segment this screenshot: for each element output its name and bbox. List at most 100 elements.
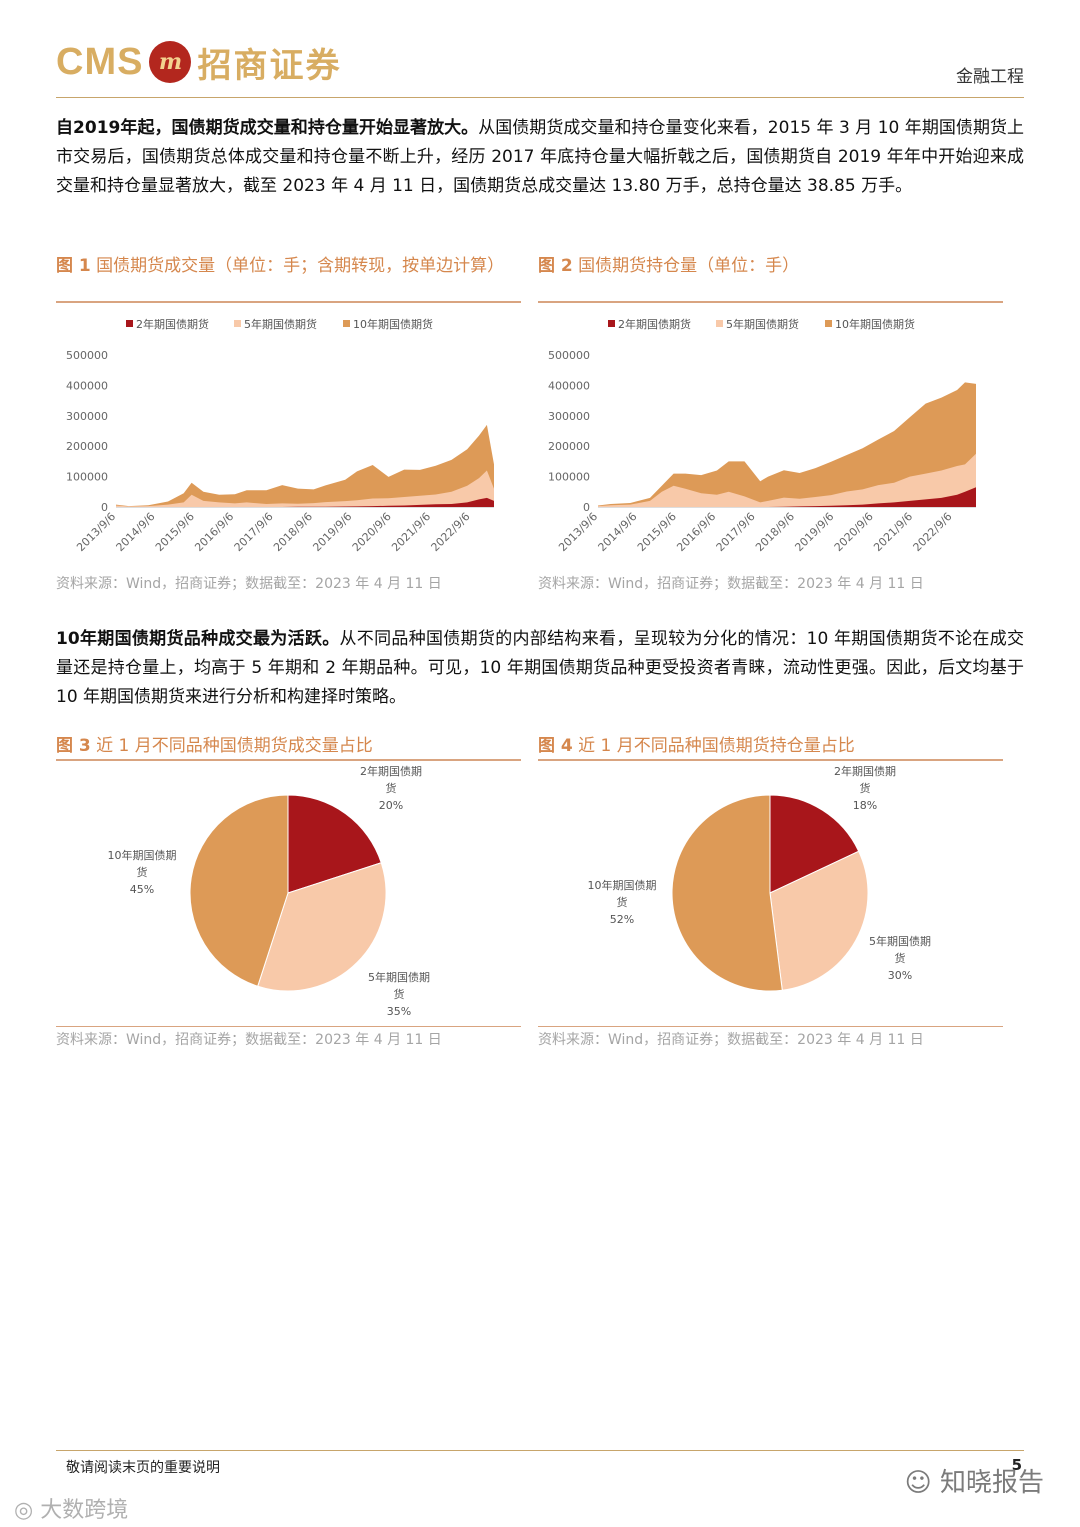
- para2-body: 从不同品种国债期货的内部结构来看，呈现较为分化的情况：10 年期国债期货不论在成…: [56, 629, 1024, 707]
- open-interest-area-chart: 2年期国债期货 5年期国债期货 10年期国债期货 500000 400000 300000…: [548, 317, 976, 554]
- company-logo: CMS m 招商证券: [56, 38, 341, 86]
- pie-slice: [189, 794, 289, 987]
- para2-bold-num: 10: [56, 629, 80, 649]
- figure-3: 图 3 近 1 月不同品种国债期货成交量占比 2年期国债期货 20% 5年期国债期货…: [56, 733, 521, 1048]
- x-tick-label: 2019/9/6: [792, 510, 836, 554]
- x-tick-label: 2021/9/6: [871, 510, 915, 554]
- footer-disclaimer-note: 敬请阅读末页的重要说明: [66, 1460, 220, 1476]
- pie-label: 货: [895, 951, 906, 965]
- header-divider: [56, 97, 1024, 98]
- y-tick-label: 400000: [66, 379, 108, 392]
- series-area-10y: [598, 382, 976, 507]
- weibo-icon: ◎: [14, 1498, 41, 1523]
- pie-label: 货: [137, 865, 148, 879]
- figure-3-source: 资料来源：Wind，招商证券；数据截至：2023 年 4 月 11 日: [56, 1032, 442, 1048]
- y-tick-label: 500000: [66, 349, 108, 362]
- pie-slice: [671, 794, 783, 992]
- intro-paragraph: 自2019年起，国债期货成交量和持仓量开始显著放大。从国债期货成交量和持仓量变化…: [56, 114, 1024, 201]
- y-tick-label: 400000: [548, 379, 590, 392]
- figure-2-title: 图 2 国债期货持仓量（单位：手）: [538, 253, 1003, 305]
- y-tick-label: 300000: [548, 410, 590, 423]
- logo-badge-icon: m: [149, 41, 192, 83]
- series-area-5y: [598, 453, 976, 507]
- x-tick-label: 2022/9/6: [428, 510, 472, 554]
- x-tick-label: 2014/9/6: [595, 510, 639, 554]
- series-area-2y: [116, 497, 494, 507]
- pie-label: 20%: [379, 799, 403, 812]
- figure-1-title: 图 1 国债期货成交量（单位：手；含期转现，按单边计算）: [56, 253, 521, 305]
- x-tick-label: 2016/9/6: [192, 510, 236, 554]
- figure-2-rule: [538, 301, 1003, 303]
- figure-1-rule: [56, 301, 521, 303]
- watermark-corner: ◎ 大数跨境: [14, 1492, 128, 1524]
- y-tick-label: 500000: [548, 349, 590, 362]
- pie-label: 45%: [130, 883, 154, 896]
- legend-swatch: [825, 320, 832, 327]
- legend-label: 2年期国债期货: [618, 317, 691, 331]
- legend-swatch: [716, 320, 723, 327]
- y-tick-label: 0: [101, 501, 108, 514]
- pie-label: 货: [617, 895, 628, 909]
- pie-slice: [769, 794, 860, 894]
- x-tick-label: 2020/9/6: [350, 510, 394, 554]
- x-tick-label: 2015/9/6: [153, 510, 197, 554]
- figure-1-source: 资料来源：Wind，招商证券；数据截至：2023 年 4 月 11 日: [56, 576, 442, 592]
- footer-divider: [56, 1450, 1024, 1451]
- x-tick-label: 2018/9/6: [271, 510, 315, 554]
- figure-1-label: 图 1: [56, 256, 91, 276]
- y-tick-label: 200000: [548, 440, 590, 453]
- para1-bold-lead-b: 年起，国债期货成交量和持仓量开始显著放大。: [120, 118, 479, 138]
- x-tick-label: 2017/9/6: [714, 510, 758, 554]
- figure-4-bottom-rule: [538, 1026, 1003, 1027]
- x-tick-label: 2013/9/6: [74, 510, 118, 554]
- y-tick-label: 200000: [66, 440, 108, 453]
- figure-3-label: 图 3: [56, 736, 91, 756]
- para1-bold-lead-a: 自: [56, 118, 74, 138]
- figure-3-title: 图 3 近 1 月不同品种国债期货成交量占比: [56, 733, 521, 785]
- wechat-icon: ☺: [904, 1468, 940, 1498]
- figure-3-caption: 近 1 月不同品种国债期货成交量占比: [96, 736, 373, 756]
- pie-label: 2年期国债期: [360, 764, 422, 778]
- pie-label: 10年期国债期: [108, 848, 177, 862]
- legend-label: 5年期国债期货: [726, 317, 799, 331]
- para1-body: 从国债期货成交量和持仓量变化来看，2015 年 3 月 10 年期国债期货上市交…: [56, 118, 1025, 196]
- logo-latin: CMS: [56, 40, 144, 83]
- pie-label: 35%: [387, 1005, 411, 1018]
- y-tick-label: 300000: [66, 410, 108, 423]
- watermark-text-1: 知晓报告: [939, 1468, 1044, 1498]
- pie-label: 52%: [610, 913, 634, 926]
- pie-slice: [257, 862, 387, 992]
- logo-chinese: 招商证券: [197, 45, 342, 86]
- x-tick-label: 2014/9/6: [113, 510, 157, 554]
- legend-label: 2年期国债期货: [136, 317, 209, 331]
- pie-label: 5年期国债期: [869, 934, 931, 948]
- y-tick-label: 100000: [66, 471, 108, 484]
- para1-bold-year: 2019: [73, 118, 121, 138]
- pie-label: 货: [860, 781, 871, 795]
- figure-1-caption: 国债期货成交量（单位：手；含期转现，按单边计算）: [96, 256, 505, 276]
- legend-swatch: [126, 320, 133, 327]
- series-area-2y: [598, 487, 976, 507]
- series-area-10y: [116, 424, 494, 507]
- pie-label: 30%: [888, 969, 912, 982]
- pie-label: 10年期国债期: [588, 878, 657, 892]
- watermark-wechat: ☺ 知晓报告: [905, 1462, 1044, 1499]
- pie-label: 2年期国债期: [834, 764, 896, 778]
- figure-4-label: 图 4: [538, 736, 573, 756]
- figure-2-label: 图 2: [538, 256, 573, 276]
- pie-label: 货: [394, 987, 405, 1001]
- x-tick-label: 2013/9/6: [556, 510, 600, 554]
- legend-swatch: [343, 320, 350, 327]
- figure-4-rule: [538, 759, 1003, 761]
- x-tick-label: 2017/9/6: [232, 510, 276, 554]
- figure-4-source: 资料来源：Wind，招商证券；数据截至：2023 年 4 月 11 日: [538, 1032, 924, 1048]
- para2-bold-lead: 年期国债期货品种成交最为活跃。: [79, 629, 340, 649]
- figure-2-source: 资料来源：Wind，招商证券；数据截至：2023 年 4 月 11 日: [538, 576, 924, 592]
- watermark-text-2: 大数跨境: [40, 1498, 129, 1523]
- legend-swatch: [234, 320, 241, 327]
- page-number: 5: [1011, 1456, 1022, 1474]
- legend-swatch: [608, 320, 615, 327]
- pie-label: 货: [386, 781, 397, 795]
- figure-3-bottom-rule: [56, 1026, 521, 1027]
